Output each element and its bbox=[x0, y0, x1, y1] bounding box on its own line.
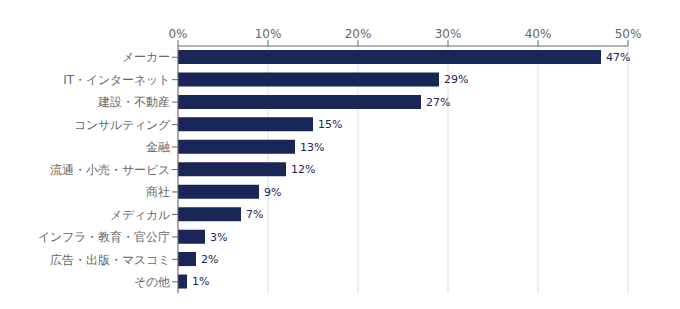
svg-text:建設・不動産: 建設・不動産 bbox=[97, 95, 170, 109]
svg-text:10%: 10% bbox=[255, 27, 282, 41]
svg-text:流通・小売・サービス: 流通・小売・サービス bbox=[50, 163, 170, 177]
svg-text:30%: 30% bbox=[435, 27, 462, 41]
svg-text:3%: 3% bbox=[210, 231, 227, 244]
svg-text:金融: 金融 bbox=[146, 140, 170, 154]
svg-text:メーカー: メーカー bbox=[122, 50, 170, 64]
svg-text:広告・出版・マスコミ: 広告・出版・マスコミ bbox=[50, 253, 170, 267]
svg-text:1%: 1% bbox=[192, 275, 209, 288]
svg-text:12%: 12% bbox=[291, 163, 315, 176]
svg-text:50%: 50% bbox=[615, 27, 642, 41]
svg-text:商社: 商社 bbox=[146, 185, 170, 199]
svg-text:コンサルティング: コンサルティング bbox=[74, 118, 171, 132]
svg-text:20%: 20% bbox=[345, 27, 372, 41]
svg-text:7%: 7% bbox=[246, 208, 263, 221]
svg-text:IT・インターネット: IT・インターネット bbox=[63, 73, 170, 87]
svg-text:27%: 27% bbox=[426, 96, 450, 109]
svg-text:47%: 47% bbox=[606, 51, 630, 64]
svg-text:メディカル: メディカル bbox=[110, 208, 170, 222]
svg-text:その他: その他 bbox=[134, 275, 170, 289]
svg-text:29%: 29% bbox=[444, 73, 468, 86]
svg-text:9%: 9% bbox=[264, 186, 281, 199]
svg-text:40%: 40% bbox=[525, 27, 552, 41]
svg-text:0%: 0% bbox=[168, 27, 187, 41]
svg-text:13%: 13% bbox=[300, 141, 324, 154]
svg-text:15%: 15% bbox=[318, 118, 342, 131]
svg-text:インフラ・教育・官公庁: インフラ・教育・官公庁 bbox=[38, 230, 170, 244]
svg-text:2%: 2% bbox=[201, 253, 218, 266]
